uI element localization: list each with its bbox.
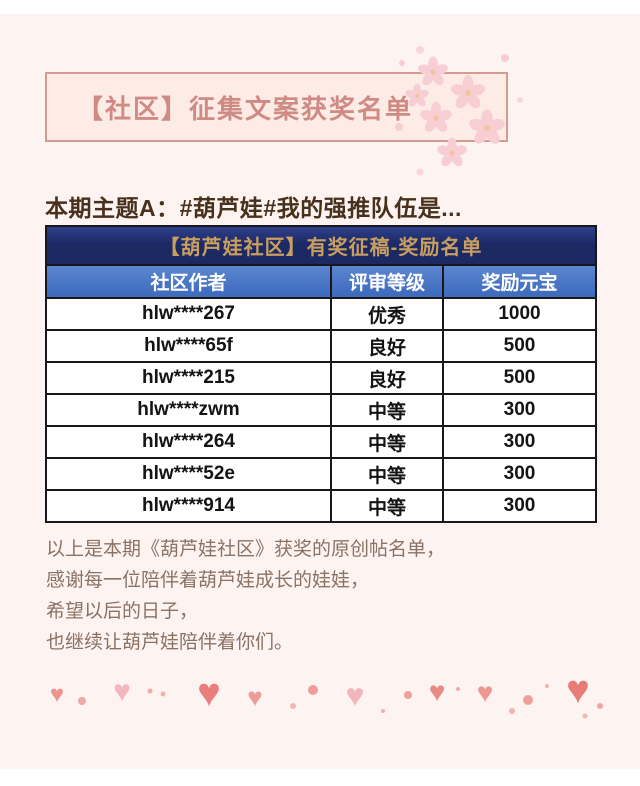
- heart-icon: ♥: [345, 677, 365, 713]
- reward-cell: 300: [441, 425, 598, 459]
- author-cell: hlw****264: [45, 425, 332, 459]
- dot-decoration: [597, 703, 603, 709]
- author-cell: hlw****52e: [45, 457, 332, 491]
- column-header-reward: 奖励元宝: [441, 264, 598, 299]
- table-row: hlw****65f 良好 500: [45, 329, 598, 363]
- sakura-flowers-icon: [395, 46, 523, 176]
- heart-icon: ♥: [197, 671, 221, 715]
- table-row: hlw****264 中等 300: [45, 425, 598, 459]
- column-header-author: 社区作者: [45, 264, 332, 299]
- grade-cell: 中等: [330, 489, 444, 523]
- grade-cell: 中等: [330, 425, 444, 459]
- dot-decoration: [308, 685, 318, 695]
- reward-cell: 300: [441, 457, 598, 491]
- author-cell: hlw****267: [45, 297, 332, 331]
- author-cell: hlw****914: [45, 489, 332, 523]
- topic-title: 本期主题A：#葫芦娃#我的强推队伍是...: [45, 195, 462, 221]
- grade-cell: 优秀: [330, 297, 444, 331]
- closing-line: 也继续让葫芦娃陪伴着你们。: [46, 632, 294, 653]
- reward-cell: 500: [441, 361, 598, 395]
- dot-decoration: [545, 684, 549, 688]
- closing-line: 感谢每一位陪伴着葫芦娃成长的娃娃，: [46, 570, 370, 591]
- reward-cell: 500: [441, 329, 598, 363]
- award-table: 【葫芦娃社区】有奖征稿-奖励名单 社区作者 评审等级 奖励元宝 hlw****2…: [44, 225, 598, 523]
- author-cell: hlw****215: [45, 361, 332, 395]
- closing-line: 希望以后的日子，: [46, 601, 199, 622]
- grade-cell: 良好: [330, 329, 444, 363]
- dot-decoration: [147, 688, 153, 694]
- reward-cell: 300: [441, 489, 598, 523]
- dot-decoration: [523, 695, 533, 705]
- table-header-row: 社区作者 评审等级 奖励元宝: [45, 264, 598, 299]
- heart-icon: ♥: [476, 677, 494, 708]
- header-box-title: 【社区】征集文案获奖名单: [77, 93, 414, 124]
- heart-icon: ♥: [428, 676, 446, 707]
- dot-decoration: [509, 708, 515, 714]
- heart-icon: ♥: [49, 681, 65, 708]
- heart-icon: ♥: [247, 682, 263, 712]
- hearts-decoration: ♥ ♥ ♥ ♥ ♥ ♥ ♥ ♥: [0, 670, 640, 730]
- table-title: 【葫芦娃社区】有奖征稿-奖励名单: [44, 225, 598, 266]
- reward-cell: 300: [441, 393, 598, 427]
- table-row: hlw****914 中等 300: [45, 489, 598, 523]
- table-row: hlw****zwm 中等 300: [45, 393, 598, 427]
- table-row: hlw****267 优秀 1000: [45, 297, 598, 331]
- grade-cell: 中等: [330, 393, 444, 427]
- table-title-row: 【葫芦娃社区】有奖征稿-奖励名单: [44, 225, 598, 266]
- column-header-grade: 评审等级: [330, 264, 444, 299]
- dot-decoration: [456, 687, 460, 691]
- grade-cell: 良好: [330, 361, 444, 395]
- closing-line: 以上是本期《葫芦娃社区》获奖的原创帖名单，: [46, 539, 446, 560]
- grade-cell: 中等: [330, 457, 444, 491]
- dot-decoration: [404, 691, 412, 699]
- dot-decoration: [582, 713, 588, 719]
- dot-decoration: [160, 691, 166, 697]
- heart-icon: ♥: [566, 668, 590, 712]
- dot-decoration: [381, 709, 385, 713]
- author-cell: hlw****zwm: [45, 393, 332, 427]
- reward-cell: 1000: [441, 297, 598, 331]
- closing-paragraph: 以上是本期《葫芦娃社区》获奖的原创帖名单， 感谢每一位陪伴着葫芦娃成长的娃娃， …: [46, 534, 445, 658]
- dot-decoration: [290, 703, 296, 709]
- table-row: hlw****52e 中等 300: [45, 457, 598, 491]
- dot-decoration: [78, 697, 86, 705]
- author-cell: hlw****65f: [45, 329, 332, 363]
- heart-icon: ♥: [113, 675, 131, 708]
- table-row: hlw****215 良好 500: [45, 361, 598, 395]
